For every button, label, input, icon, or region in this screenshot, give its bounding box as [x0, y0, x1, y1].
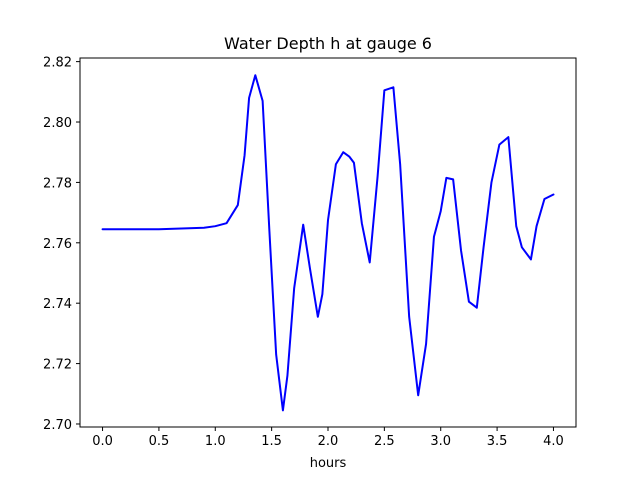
x-tick-label: 2.0 [318, 434, 339, 449]
x-tick-label: 3.0 [430, 434, 451, 449]
x-tick-label: 4.0 [543, 434, 564, 449]
y-tick-label: 2.72 [43, 358, 72, 373]
x-tick-label: 0.0 [92, 434, 113, 449]
series-line-0 [101, 74, 555, 412]
y-tick-label: 2.76 [43, 237, 72, 252]
y-tick-label: 2.74 [43, 297, 72, 312]
y-tick-label: 2.82 [43, 56, 72, 71]
y-tick-label: 2.70 [43, 418, 72, 433]
x-tick-label: 1.5 [261, 434, 282, 449]
plot-area: 0.0 0.5 1.0 1.5 2.0 2.5 3.0 3.5 4.0 2.70 2.72 2.74 2… [43, 56, 577, 449]
x-tick-label: 0.5 [149, 434, 170, 449]
y-tick-label: 2.78 [43, 176, 72, 191]
chart-title: Water Depth h at gauge 6 [224, 34, 432, 53]
x-tick-label: 3.5 [487, 434, 508, 449]
x-tick-label: 2.5 [374, 434, 395, 449]
y-tick-label: 2.80 [43, 116, 72, 131]
x-tick-label: 1.0 [205, 434, 226, 449]
x-axis-label: hours [310, 456, 347, 471]
